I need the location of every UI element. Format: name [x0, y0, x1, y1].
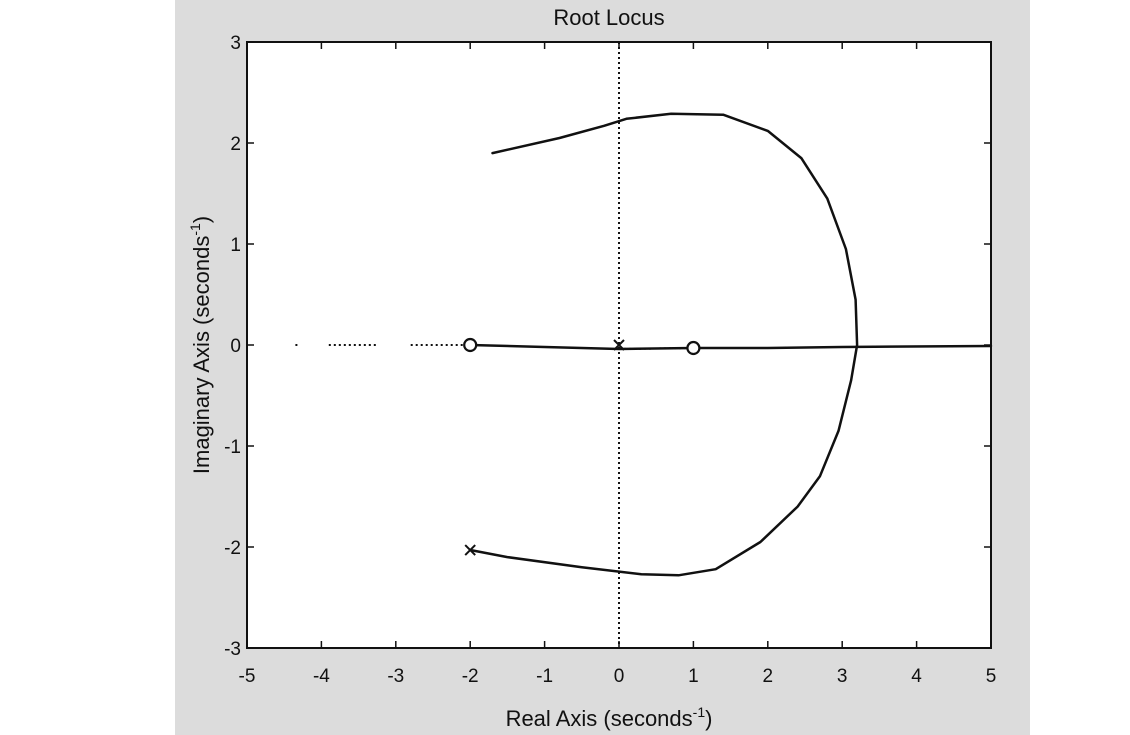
figure-background: -5 -4 -3 -2 -1 0 1 2 3 4 5 -3 -2 -1 0 1 2 3 Root Locus Re… — [175, 0, 1030, 735]
tick-layer: -5 -4 -3 -2 -1 0 1 2 3 4 5 -3 -2 -1 0 1 2 3 — [224, 33, 996, 687]
zero-marker-0 — [463, 337, 478, 353]
x-tick-label: 5 — [986, 666, 997, 687]
y-tick-label: 2 — [230, 134, 241, 155]
marker-layer — [463, 337, 701, 556]
x-tick-label: 3 — [837, 666, 848, 687]
x-tick-label: -4 — [313, 666, 330, 687]
y-tick-label: -3 — [224, 639, 241, 660]
y-tick-label: -1 — [224, 437, 241, 458]
x-tick-label: 4 — [911, 666, 922, 687]
y-tick-label: -2 — [224, 538, 241, 559]
x-tick-label: -3 — [387, 666, 404, 687]
x-axis-label-exponent: -1 — [693, 704, 706, 720]
x-tick-label: 2 — [763, 666, 774, 687]
x-tick-label: -2 — [462, 666, 479, 687]
chart-title: Root Locus — [553, 5, 664, 30]
x-axis-label: Real Axis (seconds-1) — [506, 704, 713, 731]
y-tick-label: 0 — [230, 336, 241, 357]
x-tick-label: -5 — [239, 666, 256, 687]
pole-marker-0 — [613, 339, 625, 351]
zero-marker-1 — [686, 340, 701, 356]
y-axis-label: Imaginary Axis (seconds-1) — [187, 216, 214, 474]
y-tick-label: 3 — [230, 33, 241, 54]
y-axis-label-exponent: -1 — [187, 223, 203, 236]
root-locus-chart: -5 -4 -3 -2 -1 0 1 2 3 4 5 -3 -2 -1 0 1 2 3 Root Locus Re… — [187, 5, 996, 731]
y-tick-label: 1 — [230, 235, 241, 256]
x-tick-label: -1 — [536, 666, 553, 687]
x-tick-label: 0 — [614, 666, 625, 687]
locus-branch-0 — [468, 112, 859, 577]
x-tick-label: 1 — [688, 666, 699, 687]
pole-marker-1 — [464, 544, 476, 556]
